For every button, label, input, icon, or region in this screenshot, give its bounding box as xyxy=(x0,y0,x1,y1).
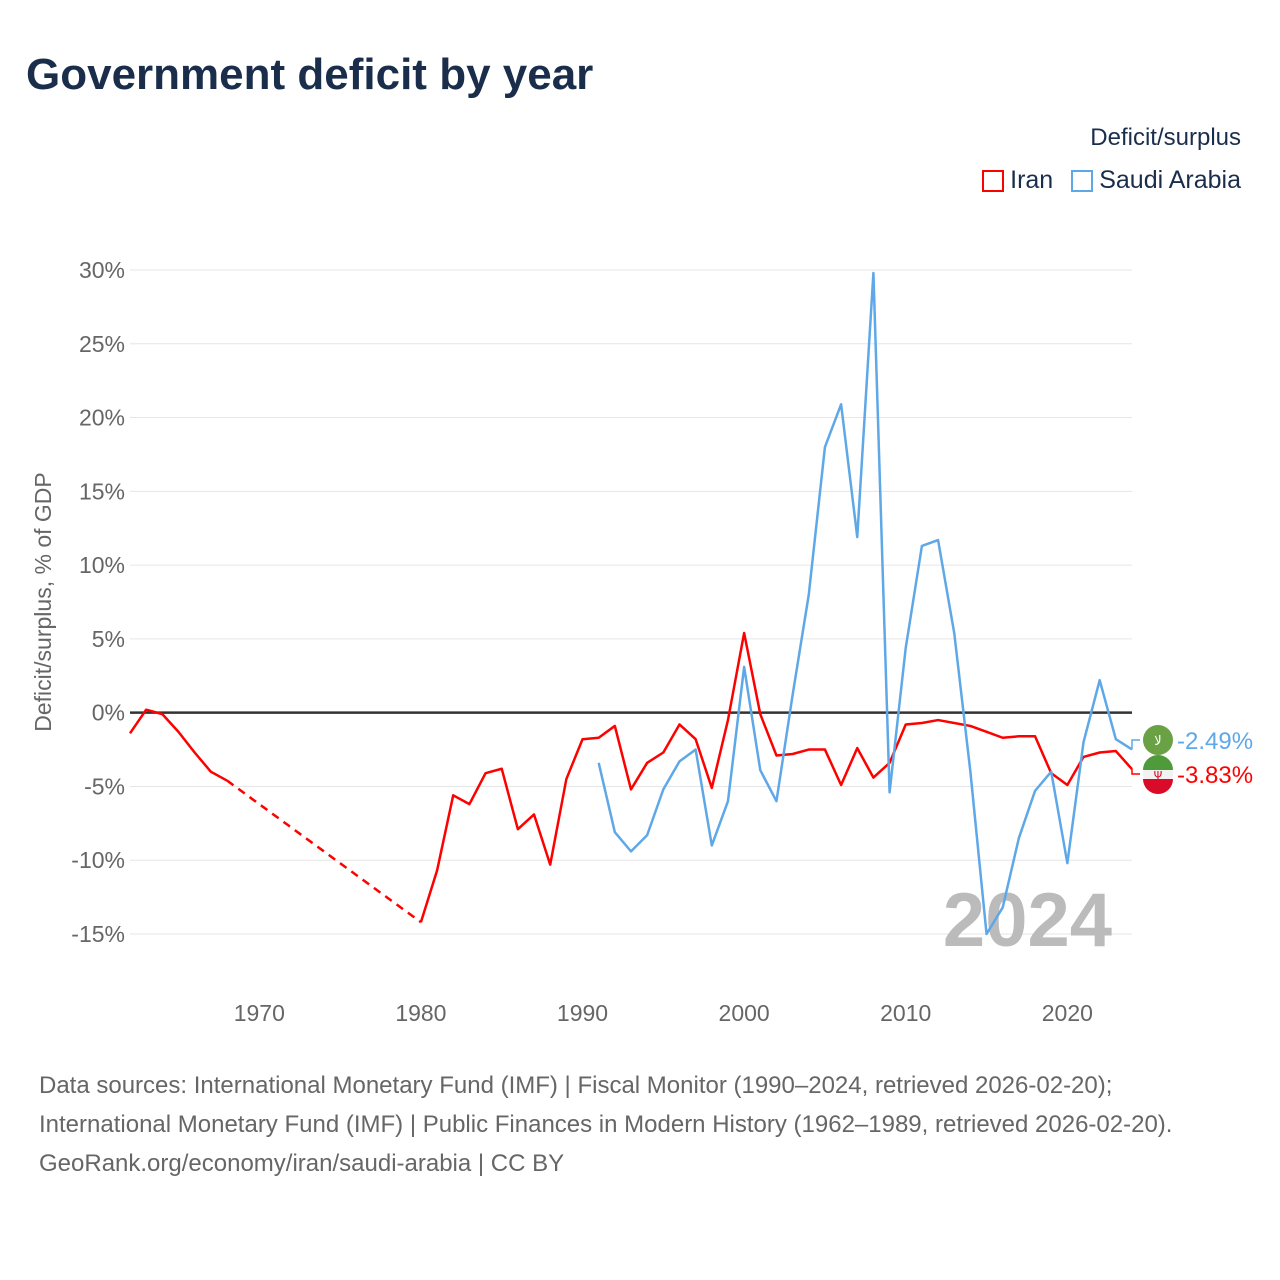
y-tick-label: 30% xyxy=(79,257,125,283)
series-line-iran xyxy=(128,708,228,782)
end-connector-iran xyxy=(1131,769,1140,775)
end-label-saudi-arabia: -2.49% xyxy=(1177,728,1253,755)
series-gap-iran xyxy=(226,779,422,924)
x-tick-label: 2020 xyxy=(1042,1000,1093,1026)
y-tick-label: 25% xyxy=(79,331,125,357)
x-tick-label: 1970 xyxy=(234,1000,285,1026)
legend-item-iran[interactable]: Iran xyxy=(982,166,1053,195)
iran-flag-red xyxy=(1143,779,1173,794)
series-line-iran xyxy=(419,631,1133,923)
legend: Iran Saudi Arabia xyxy=(982,166,1241,195)
legend-item-saudi-arabia[interactable]: Saudi Arabia xyxy=(1071,166,1241,195)
y-tick-label: -10% xyxy=(71,847,125,873)
chart-title: Government deficit by year xyxy=(26,50,594,99)
legend-swatch-iran xyxy=(982,169,1005,192)
iran-flag-green xyxy=(1143,755,1173,770)
series-line-saudi-arabia xyxy=(597,271,1133,936)
source-link[interactable]: GeoRank.org/economy/iran/saudi-arabia | … xyxy=(39,1150,565,1177)
legend-swatch-saudi-arabia xyxy=(1071,169,1094,192)
y-tick-label: 20% xyxy=(79,405,125,431)
legend-title: Deficit/surplus xyxy=(1090,124,1241,151)
y-tick-label: 0% xyxy=(92,700,125,726)
y-tick-label: -5% xyxy=(84,773,125,799)
flag-emblem-icon: لا xyxy=(1154,734,1161,749)
y-tick-label: 5% xyxy=(92,626,125,652)
x-tick-label: 2000 xyxy=(719,1000,770,1026)
footer: Data sources: International Monetary Fun… xyxy=(39,1066,1239,1183)
flag-emblem-icon: Ψ xyxy=(1154,769,1163,782)
end-connector-saudi-arabia xyxy=(1131,739,1140,750)
legend-label-saudi-arabia: Saudi Arabia xyxy=(1099,166,1241,194)
data-sources: Data sources: International Monetary Fun… xyxy=(39,1072,1173,1138)
y-tick-label: -15% xyxy=(71,921,125,947)
x-tick-label: 1990 xyxy=(557,1000,608,1026)
y-axis-label: Deficit/surplus, % of GDP xyxy=(30,472,56,731)
end-label-iran: -3.83% xyxy=(1177,762,1253,789)
y-tick-label: 10% xyxy=(79,552,125,578)
saudi-arabia-flag-icon xyxy=(1143,725,1173,755)
legend-label-iran: Iran xyxy=(1010,166,1054,194)
x-tick-label: 2010 xyxy=(880,1000,931,1026)
y-tick-label: 15% xyxy=(79,478,125,504)
year-watermark: 2024 xyxy=(943,878,1112,963)
x-tick-label: 1980 xyxy=(395,1000,446,1026)
